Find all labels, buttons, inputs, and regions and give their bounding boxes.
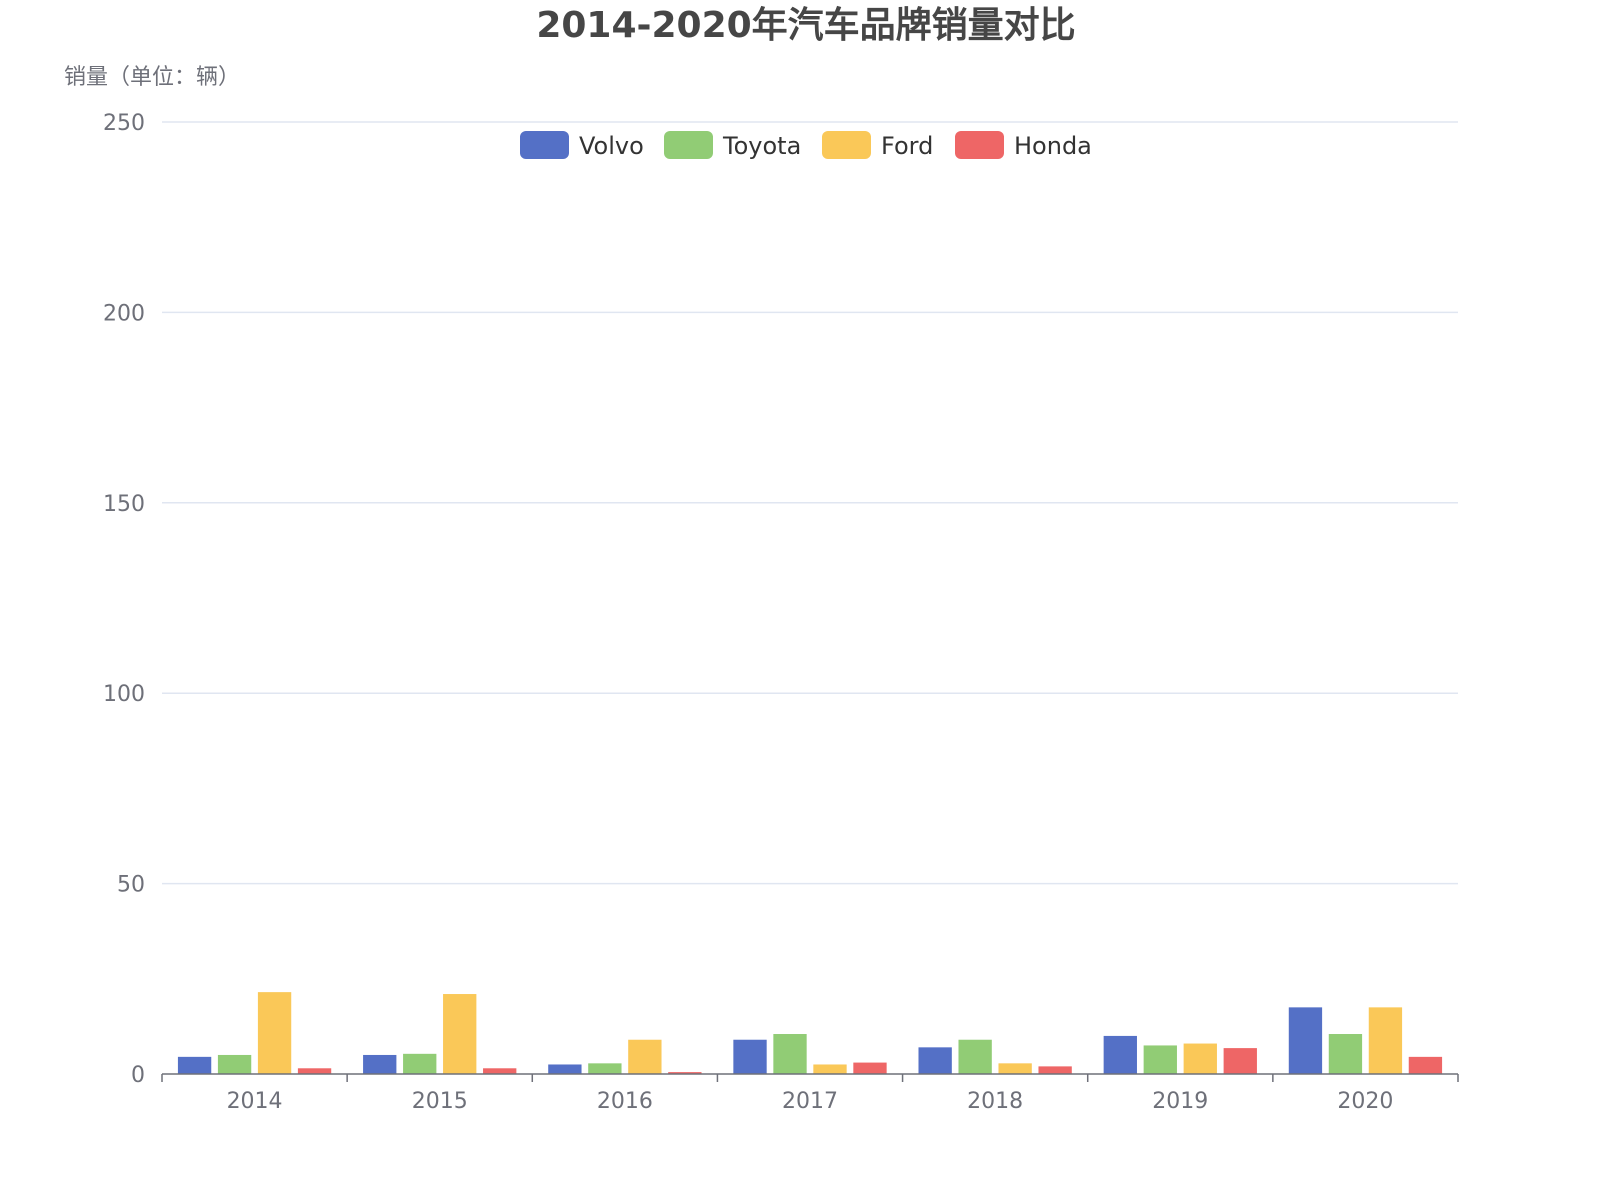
x-tick-label: 2016 [597, 1089, 653, 1114]
bar-volvo-2018[interactable] [918, 1047, 952, 1074]
bar-honda-2016[interactable] [668, 1072, 702, 1074]
legend-label: Volvo [579, 132, 644, 160]
x-axis: 2014 2015 2016 2017 2018 2019 2020 [161, 1073, 1459, 1114]
y-tick-label: 200 [103, 301, 145, 326]
series-toyota [217, 1034, 1363, 1074]
bar-ford-2014[interactable] [257, 992, 292, 1074]
bar-toyota-2019[interactable] [1143, 1045, 1177, 1074]
bar-volvo-2015[interactable] [363, 1054, 397, 1074]
bar-volvo-2017[interactable] [733, 1039, 767, 1074]
legend-item-volvo[interactable]: Volvo [520, 131, 644, 160]
legend-swatch [955, 131, 1004, 159]
legend[interactable]: Volvo Toyota Ford Honda [520, 131, 1092, 160]
bar-toyota-2016[interactable] [588, 1063, 622, 1074]
x-tick-label: 2020 [1337, 1089, 1393, 1114]
y-tick-label: 100 [103, 682, 145, 707]
y-tick-label: 50 [117, 873, 145, 898]
series-volvo [177, 1007, 1323, 1074]
y-tick-label: 250 [103, 111, 145, 136]
bar-ford-2019[interactable] [1183, 1043, 1217, 1074]
x-tick-label: 2019 [1152, 1089, 1208, 1114]
legend-label: Ford [881, 132, 933, 160]
bar-ford-2020[interactable] [1368, 1007, 1403, 1074]
bars [177, 992, 1443, 1074]
legend-swatch [664, 131, 713, 159]
legend-label: Honda [1014, 132, 1092, 160]
bar-honda-2020[interactable] [1408, 1056, 1443, 1074]
legend-label: Toyota [722, 132, 801, 160]
bar-volvo-2019[interactable] [1103, 1035, 1137, 1074]
bar-toyota-2015[interactable] [403, 1053, 437, 1074]
bar-honda-2017[interactable] [853, 1062, 887, 1074]
bar-honda-2019[interactable] [1223, 1048, 1257, 1074]
bar-volvo-2014[interactable] [177, 1056, 212, 1074]
legend-swatch [520, 131, 569, 159]
grid-lines [162, 121, 1458, 885]
bar-ford-2018[interactable] [998, 1063, 1032, 1074]
bar-toyota-2018[interactable] [958, 1039, 992, 1074]
bar-volvo-2016[interactable] [548, 1064, 582, 1074]
bar-ford-2016[interactable] [628, 1039, 662, 1074]
y-tick-label: 0 [131, 1063, 145, 1088]
bar-honda-2018[interactable] [1038, 1066, 1072, 1074]
x-tick-label: 2015 [412, 1089, 468, 1114]
legend-swatch [822, 131, 871, 159]
bar-toyota-2017[interactable] [773, 1034, 807, 1074]
bar-honda-2015[interactable] [483, 1068, 517, 1074]
bar-honda-2014[interactable] [297, 1068, 332, 1074]
series-honda [297, 1048, 1443, 1074]
legend-item-honda[interactable]: Honda [955, 131, 1092, 160]
bar-ford-2015[interactable] [443, 994, 477, 1074]
bar-volvo-2020[interactable] [1288, 1007, 1323, 1074]
bar-toyota-2020[interactable] [1328, 1034, 1363, 1074]
chart-title: 2014-2020年汽车品牌销量对比 [536, 5, 1075, 46]
y-axis-ticks: 0 50 100 150 200 250 [103, 111, 145, 1088]
series-ford [257, 992, 1403, 1074]
y-axis-label: 销量（单位：辆） [64, 65, 240, 90]
x-tick-label: 2018 [967, 1089, 1023, 1114]
bar-toyota-2014[interactable] [217, 1054, 252, 1074]
x-tick-label: 2017 [782, 1089, 838, 1114]
y-tick-label: 150 [103, 492, 145, 517]
bar-ford-2017[interactable] [813, 1064, 847, 1074]
legend-item-toyota[interactable]: Toyota [664, 131, 801, 160]
legend-item-ford[interactable]: Ford [822, 131, 933, 160]
x-tick-label: 2014 [227, 1089, 283, 1114]
